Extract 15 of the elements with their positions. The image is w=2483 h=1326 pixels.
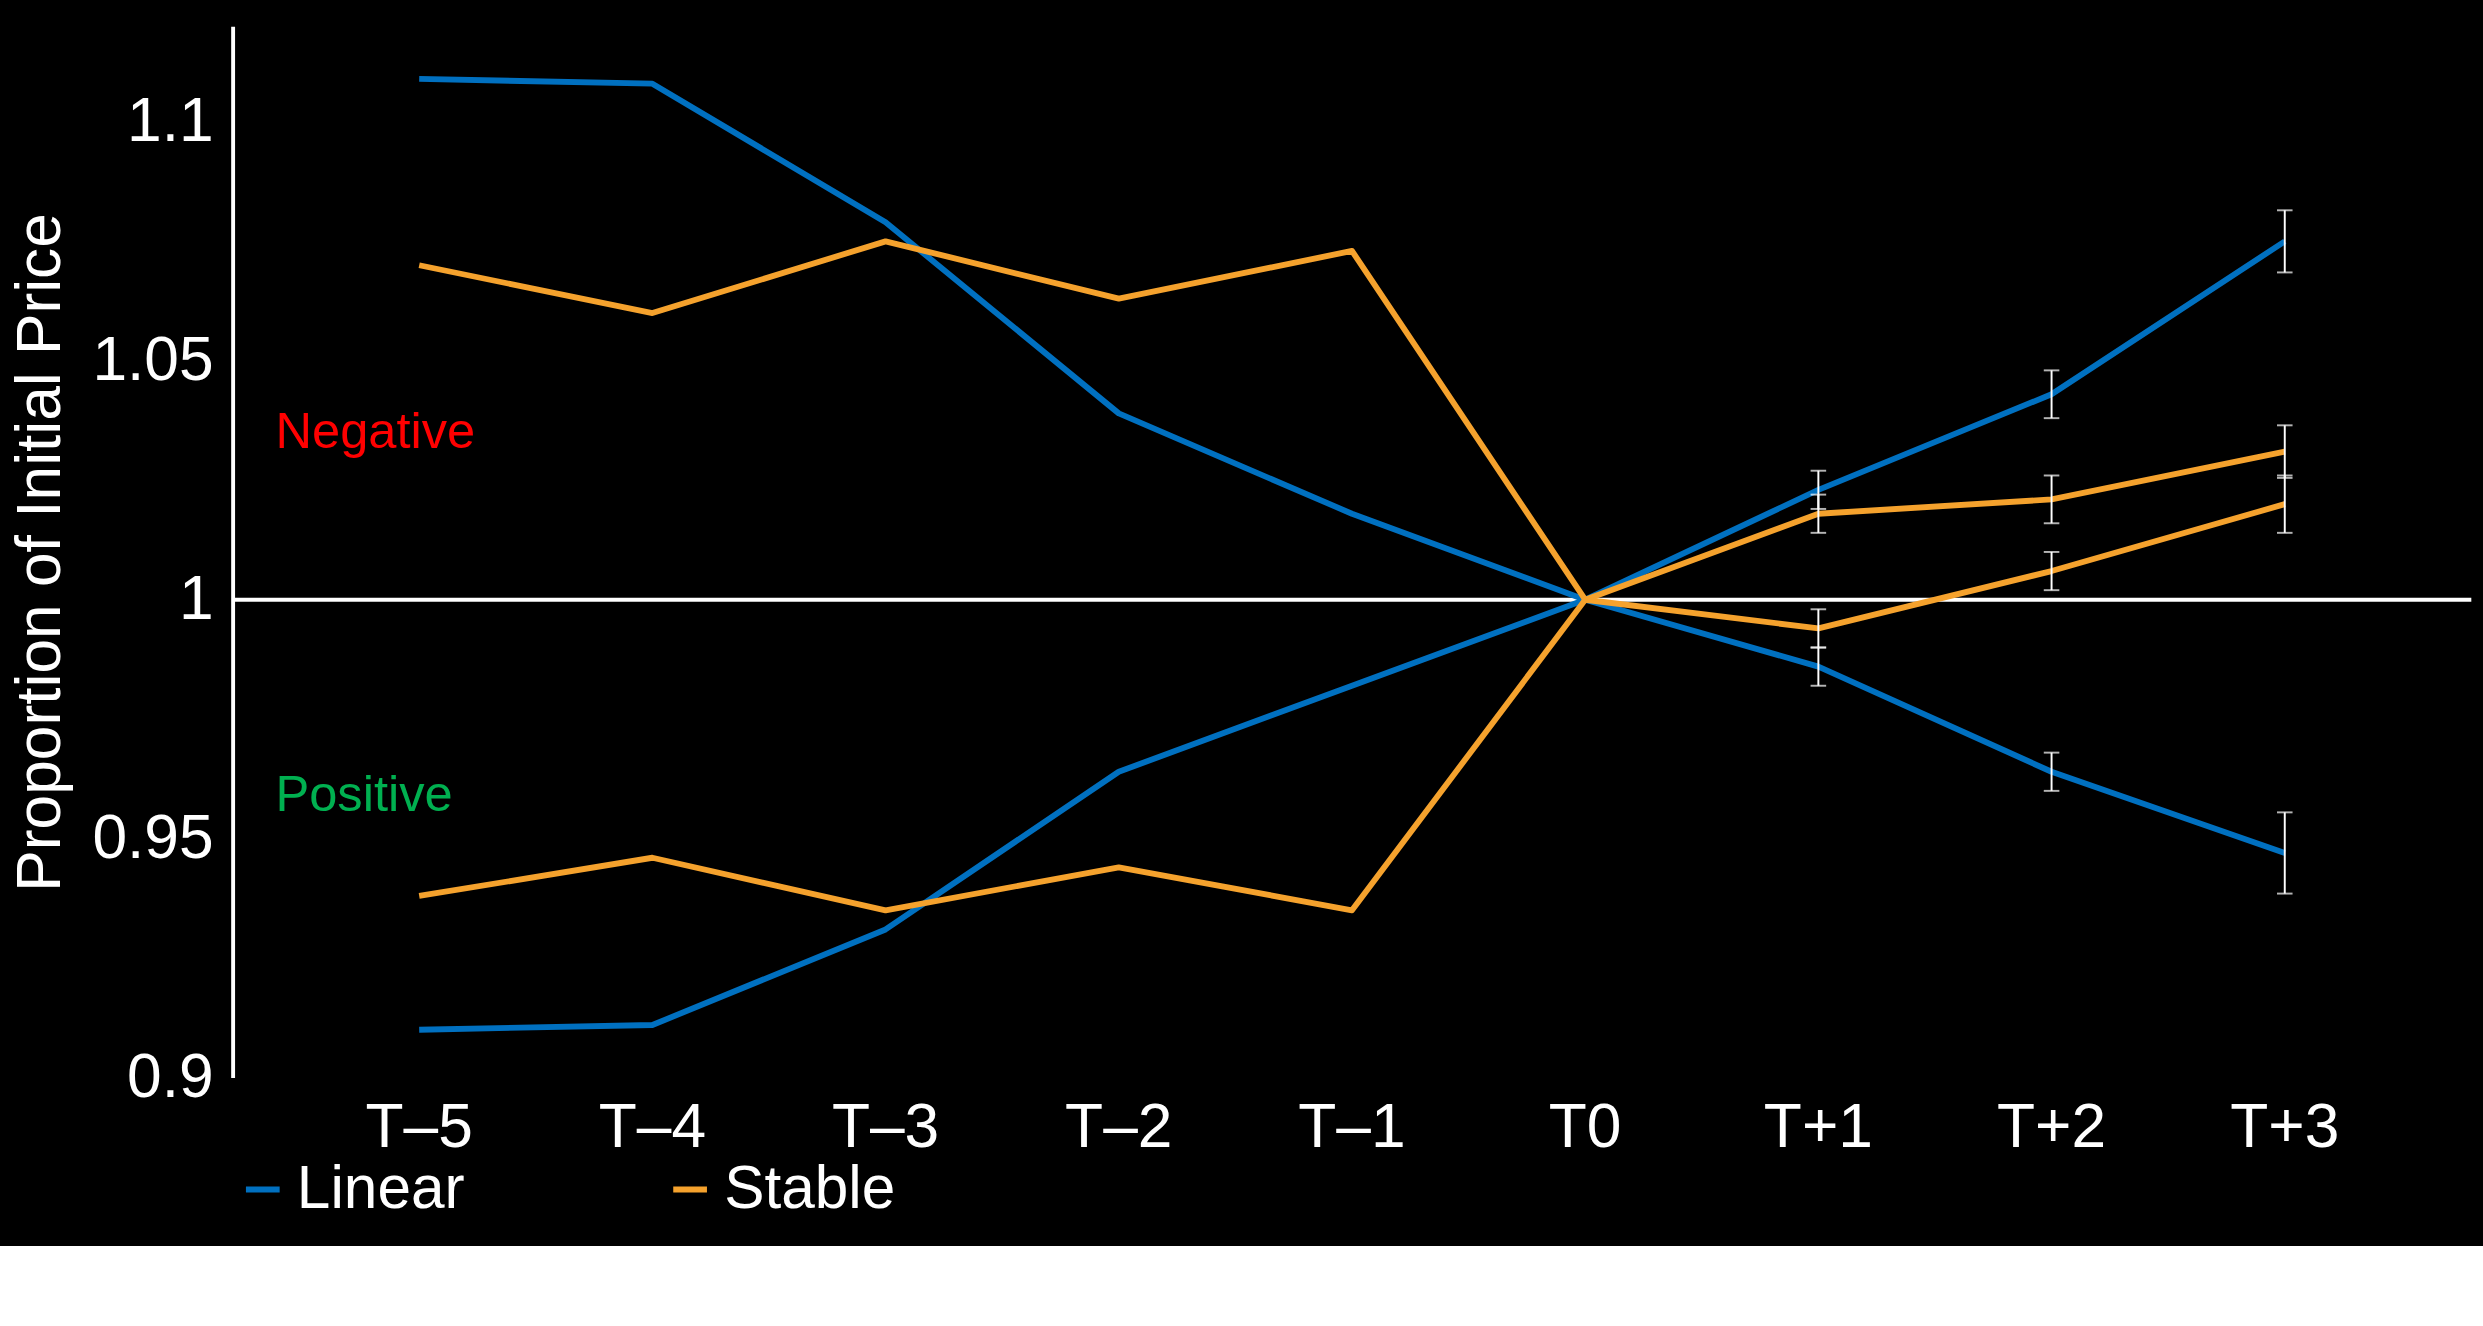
annotation: Negative bbox=[275, 402, 476, 460]
x-tick-label: T–2 bbox=[1065, 1091, 1173, 1161]
x-tick-label: T+1 bbox=[1763, 1091, 1873, 1161]
y-tick-label: 1.05 bbox=[92, 323, 214, 393]
x-tick-label: T–4 bbox=[598, 1091, 707, 1161]
annotation: Positive bbox=[275, 765, 453, 823]
y-tick-label: 1 bbox=[179, 562, 214, 632]
x-tick-label: T+2 bbox=[1997, 1091, 2107, 1161]
y-tick-label: 0.95 bbox=[92, 801, 214, 871]
x-tick-label: T0 bbox=[1548, 1091, 1622, 1161]
y-axis-title: Proportion of Initial Price bbox=[4, 213, 74, 892]
y-tick-label: 1.1 bbox=[127, 84, 214, 154]
x-tick-label: T+3 bbox=[2230, 1091, 2340, 1161]
y-tick-label: 0.9 bbox=[127, 1040, 214, 1110]
x-tick-label: T–1 bbox=[1298, 1091, 1406, 1161]
